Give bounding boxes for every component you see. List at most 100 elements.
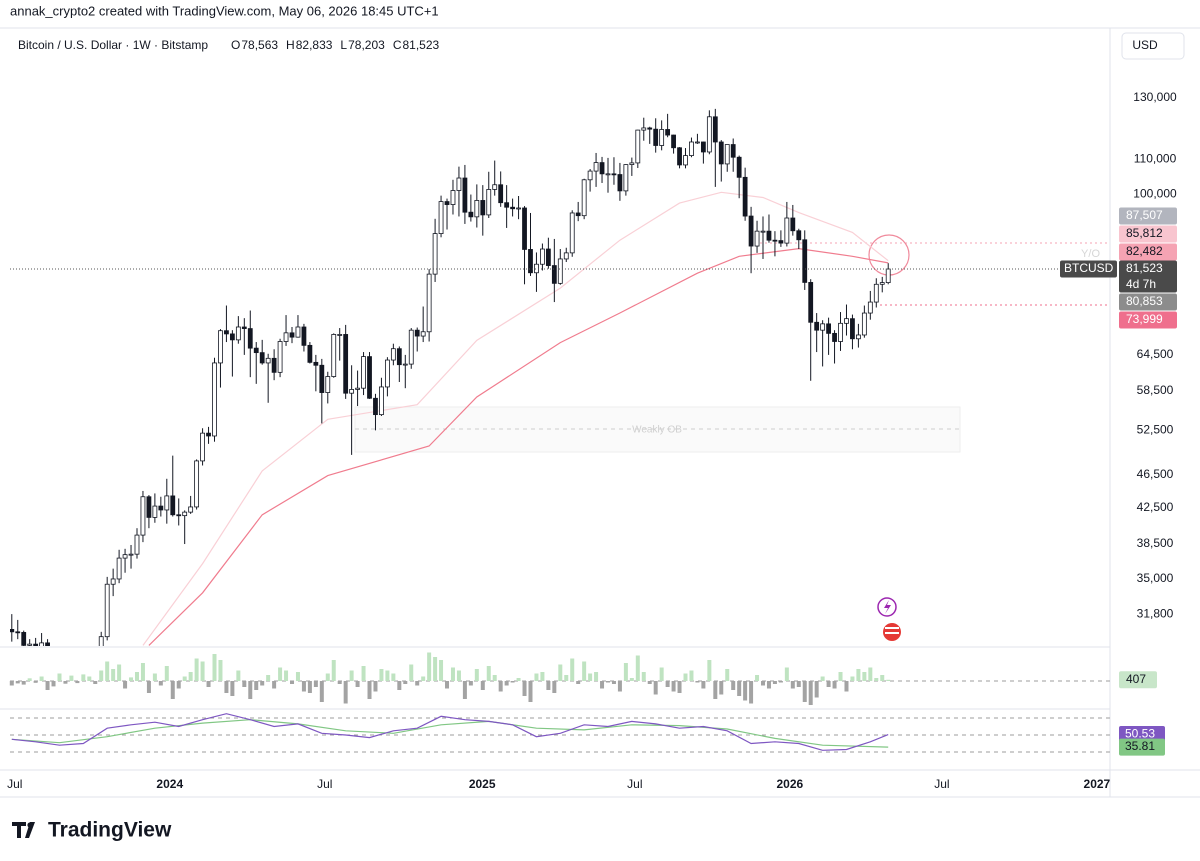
candle-body — [593, 162, 599, 172]
volume-bar — [397, 681, 402, 690]
ohlc-value: 78,563 — [241, 38, 278, 52]
volume-bar — [766, 681, 771, 689]
candle-body — [778, 240, 784, 244]
rsi-tag-label: 50.53 — [1125, 727, 1155, 741]
candle-body — [33, 643, 39, 646]
volume-bar — [546, 681, 551, 690]
volume-bar — [421, 676, 426, 681]
volume-bar — [814, 681, 819, 698]
volume-bar — [367, 681, 372, 699]
volume-bar — [850, 676, 855, 681]
volume-bar — [874, 678, 879, 681]
volume-bar — [325, 673, 330, 681]
currency[interactable]: USD — [1132, 38, 1158, 52]
candle-body — [814, 321, 820, 331]
volume-bar — [605, 681, 610, 683]
volume-bar — [355, 681, 360, 687]
header: annak_crypto2 created with TradingView.c… — [10, 3, 439, 18]
price-tag — [1119, 311, 1177, 329]
brand: TradingView — [48, 819, 172, 842]
volume-bar — [665, 681, 670, 687]
volume-bar — [152, 673, 157, 681]
price-tag-label: 81,523 — [1126, 261, 1163, 275]
candle-body — [289, 332, 295, 338]
candle-body — [563, 252, 569, 260]
symbol-label: BTCUSD — [1064, 261, 1114, 275]
candle-body — [15, 631, 21, 634]
volume-bar — [188, 672, 193, 681]
volume-bar — [695, 681, 700, 683]
candle-body — [587, 170, 593, 181]
volume-bar — [600, 681, 605, 689]
candle-body — [259, 352, 265, 364]
volume-bar — [504, 681, 509, 686]
volume-bar — [254, 681, 259, 690]
candle-body — [695, 141, 700, 144]
price-tag-label: 73,999 — [1126, 312, 1163, 326]
ohlc-key: H — [286, 38, 295, 52]
volume-bar — [761, 681, 766, 686]
volume-bar — [284, 670, 289, 681]
candle-body — [194, 460, 200, 508]
volume-bar — [57, 673, 62, 681]
candle-body — [212, 362, 217, 437]
candle-body — [844, 318, 849, 324]
candle-body — [438, 201, 444, 234]
volume-bar — [27, 678, 32, 681]
volume-bar — [456, 670, 461, 681]
ohlc-value: 81,523 — [402, 38, 439, 52]
volume-bar — [570, 658, 575, 681]
y-tick-label: 130,000 — [1133, 90, 1177, 104]
volume-bar — [677, 681, 682, 693]
candle-body — [528, 249, 533, 274]
volume-bar — [725, 669, 730, 681]
candle-body — [39, 642, 44, 646]
volume-bar — [248, 681, 253, 699]
candle-body — [468, 211, 474, 218]
volume-bar — [737, 681, 742, 696]
candle-body — [575, 212, 581, 217]
candle-body — [712, 116, 718, 143]
candle-body — [784, 217, 790, 244]
volume-bar — [462, 681, 467, 699]
candle-body — [820, 323, 826, 331]
volume-bar — [15, 681, 20, 684]
volume-bar — [445, 681, 450, 689]
volume-bar — [743, 681, 748, 701]
rsi-line — [11, 713, 889, 751]
candle-body — [63, 689, 67, 690]
candle-body — [361, 356, 366, 389]
volume-bar — [701, 681, 706, 689]
ohlc-legend: O 78,563 H 82,833 L 78,203 C 81,523 — [231, 38, 440, 52]
volume-bar — [433, 657, 438, 681]
candle-body — [229, 333, 235, 341]
candle-body — [313, 361, 319, 366]
volume-bar — [534, 673, 539, 681]
countdown: 4d 7h — [1126, 277, 1156, 291]
candle-body — [718, 141, 724, 165]
candle-body — [832, 332, 837, 342]
volume-bar — [498, 681, 503, 692]
currency-button[interactable] — [1121, 32, 1185, 60]
price-tag-label: 85,812 — [1126, 226, 1163, 240]
candle-body — [861, 312, 867, 336]
volume-bar — [707, 660, 712, 681]
ohlc-key: C — [393, 38, 402, 52]
flag-stripe — [885, 632, 899, 634]
y-tick-label: 31,800 — [1137, 606, 1174, 620]
volume-bar — [63, 681, 68, 684]
candle-body — [241, 326, 247, 329]
candle-body — [45, 642, 50, 646]
y-tick-label: 110,000 — [1134, 151, 1177, 165]
x-tick-label: 2024 — [156, 777, 183, 791]
volume-bar — [594, 672, 599, 681]
flag-stripe — [885, 627, 899, 629]
candle-body — [659, 129, 665, 146]
candle-body — [10, 629, 15, 633]
ohlc-key: O — [231, 38, 240, 52]
volume-bar — [349, 670, 354, 681]
volume-bar — [629, 678, 634, 681]
candle-body — [551, 265, 557, 284]
candle-body — [152, 505, 158, 518]
volume-bar — [838, 672, 843, 681]
